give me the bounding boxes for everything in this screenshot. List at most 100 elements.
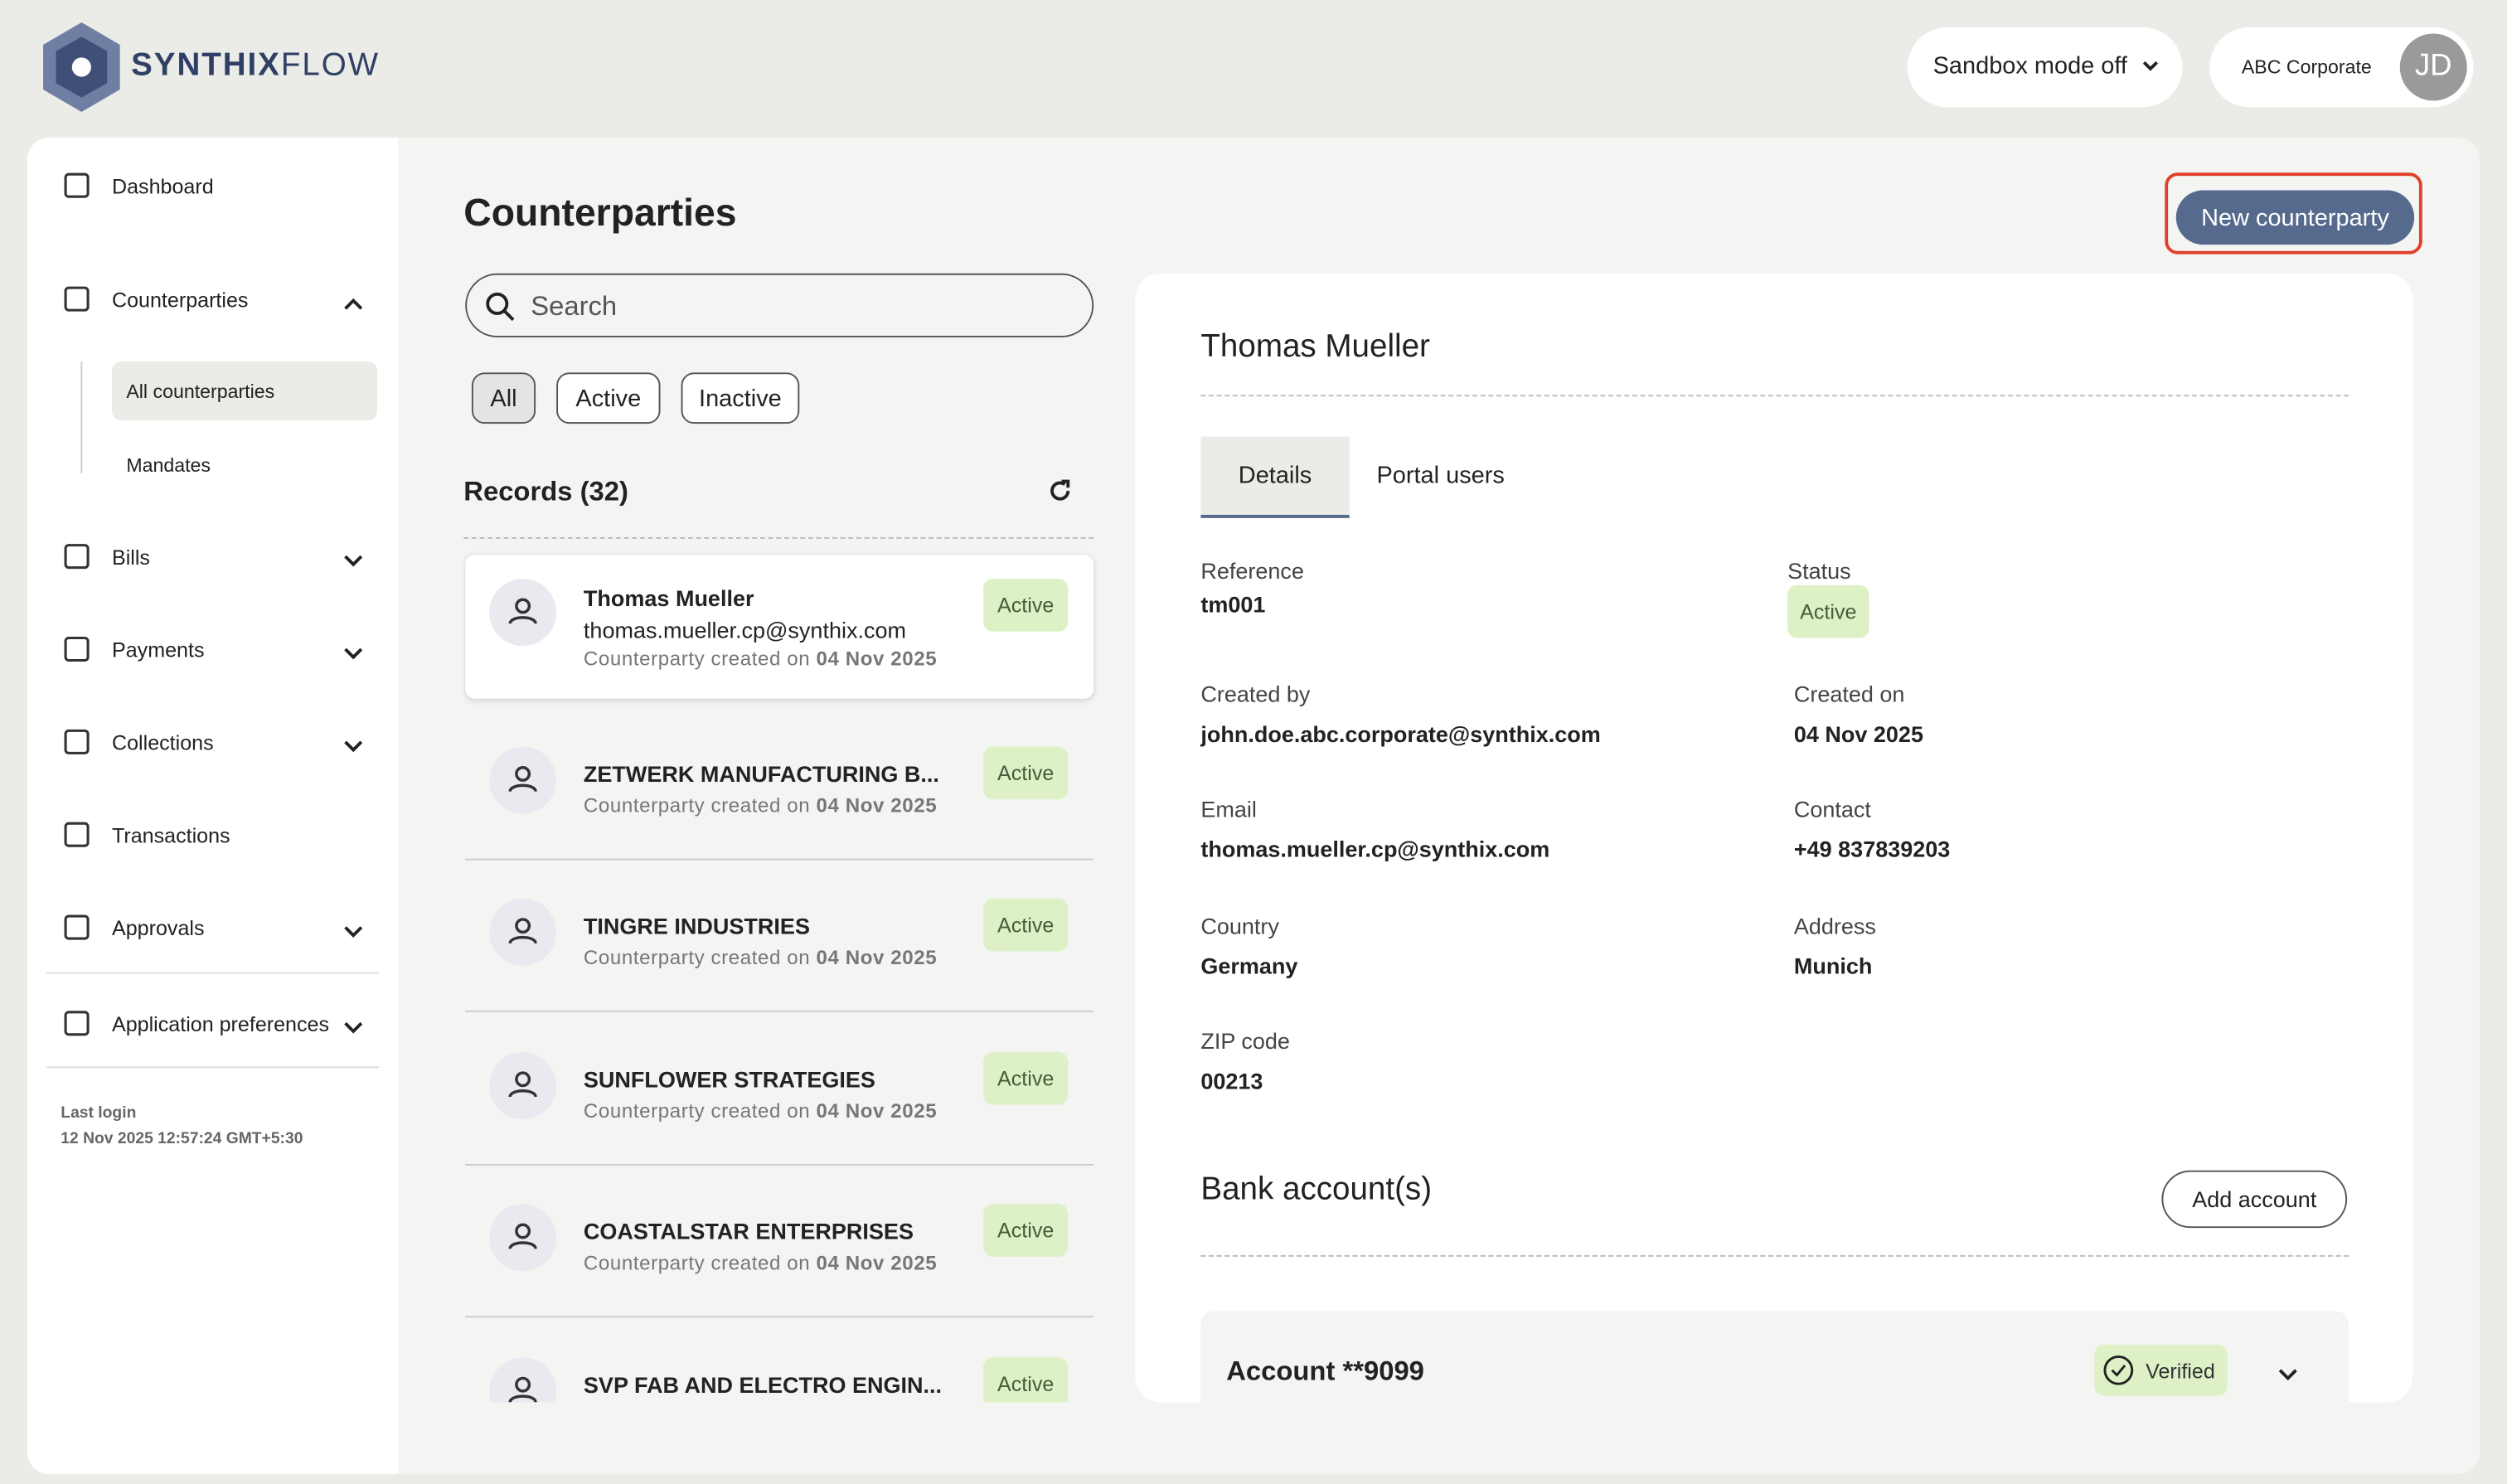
account-card[interactable]: Account **9099 Verified: [1200, 1311, 2349, 1403]
tab-active[interactable]: Details: [1200, 436, 1350, 518]
nav-item[interactable]: Application preferences: [46, 1001, 382, 1045]
nav-icon: [62, 171, 91, 207]
record-name: Thomas Mueller: [583, 584, 754, 611]
record-email: thomas.mueller.cp@synthix.com: [583, 617, 906, 643]
field-value: tm001: [1200, 591, 1266, 618]
record-avatar: [489, 746, 557, 822]
nav-item[interactable]: Bills: [46, 534, 382, 579]
created-date: 04 Nov 2025: [816, 947, 938, 970]
record-card[interactable]: ZETWERK MANUFACTURING B... Counterparty c…: [465, 708, 1094, 861]
check-icon: [2102, 1354, 2135, 1394]
tree-line: [80, 361, 83, 482]
field-value: +49 837839203: [1793, 836, 1951, 862]
field-value: 00213: [1200, 1068, 1263, 1094]
record-avatar: [489, 1356, 557, 1403]
search[interactable]: Search: [465, 273, 1094, 337]
field-label: Reference: [1200, 558, 1304, 584]
status-chip: Active: [983, 579, 1069, 632]
avatar: JD: [2399, 33, 2467, 101]
created-date: 04 Nov 2025: [816, 1099, 938, 1123]
detail-name: Thomas Mueller: [1200, 329, 1430, 365]
chevron: [2277, 1362, 2299, 1391]
nav-item[interactable]: Transactions: [46, 812, 382, 857]
new-counterparty-button[interactable]: New counterparty: [2175, 190, 2415, 245]
nav-label: Collections: [111, 730, 214, 755]
divider: [46, 972, 380, 974]
divider: [1200, 395, 2349, 397]
add-account-button[interactable]: Add account: [2161, 1170, 2348, 1229]
brand-bold: SYNTHIX: [131, 47, 281, 84]
nav-item[interactable]: Counterparties: [46, 277, 382, 322]
refresh-icon[interactable]: [1047, 478, 1073, 504]
nav-icon: [62, 284, 91, 321]
record-name: COASTALSTAR ENTERPRISES: [583, 1218, 914, 1244]
nav-label: Application preferences: [111, 1011, 330, 1036]
field-label: Status: [1787, 558, 1851, 584]
field-value: 04 Nov 2025: [1793, 720, 1923, 747]
org-switcher[interactable]: ABC Corporate JD: [2209, 27, 2474, 108]
record-created: Counterparty created on 04 Nov 2025: [584, 1252, 937, 1274]
logo: [43, 22, 120, 112]
sub-nav-item[interactable]: Mandates: [112, 435, 377, 494]
record-card[interactable]: TINGRE INDUSTRIES Counterparty created on…: [465, 861, 1094, 1013]
record-card[interactable]: SUNFLOWER STRATEGIES Counterparty created…: [465, 1013, 1094, 1166]
sub-nav-label: Mandates: [126, 453, 211, 477]
chevron: [342, 919, 365, 948]
record-created: Counterparty created on 04 Nov 2025: [584, 1099, 937, 1122]
nav-label: Transactions: [111, 823, 230, 848]
record-avatar: [489, 1204, 557, 1280]
chevron: [342, 734, 365, 763]
field-label: ZIP code: [1200, 1028, 1290, 1054]
nav-icon: [62, 635, 91, 672]
filter-chip[interactable]: Inactive: [681, 372, 800, 424]
search-placeholder: Search: [531, 290, 618, 322]
record-card[interactable]: COASTALSTAR ENTERPRISES Counterparty crea…: [465, 1166, 1094, 1318]
nav-icon: [62, 1009, 91, 1045]
nav-item[interactable]: Payments: [46, 627, 382, 672]
divider: [463, 536, 1094, 539]
nav-label: Approvals: [111, 916, 205, 940]
created-date: 04 Nov 2025: [816, 794, 938, 817]
field-label: Created by: [1200, 681, 1311, 707]
nav-label: Counterparties: [111, 288, 249, 313]
created-label: Counterparty created on: [583, 647, 811, 671]
record-created: Counterparty created on 04 Nov 2025: [584, 794, 937, 817]
nav-item[interactable]: Collections: [46, 720, 382, 764]
chevron: [342, 548, 365, 577]
sub-nav-item[interactable]: All counterparties: [111, 361, 378, 421]
nav-icon: [62, 542, 91, 579]
nav-icon: [62, 913, 91, 949]
filter-chip[interactable]: Active: [556, 372, 661, 424]
status-chip: Active: [983, 746, 1069, 800]
field-label: Contact: [1793, 796, 1871, 822]
sandbox-toggle[interactable]: Sandbox mode off: [1907, 27, 2183, 108]
nav-label: Payments: [111, 638, 205, 662]
created-date: 04 Nov 2025: [816, 647, 938, 671]
brand: SYNTHIXFLOW: [131, 48, 380, 85]
record-name: SUNFLOWER STRATEGIES: [583, 1065, 875, 1092]
record-created: Counterparty created on 04 Nov 2025: [584, 647, 937, 670]
record-created: Counterparty created on 04 Nov 2025: [584, 947, 937, 969]
record-card[interactable]: Thomas Mueller thomas.mueller.cp@synthix.…: [465, 555, 1094, 699]
chevron: [2142, 61, 2159, 71]
status-chip: Active: [983, 1051, 1069, 1105]
divider: [1200, 1254, 2349, 1257]
field-label: Address: [1793, 913, 1876, 939]
field-label: Email: [1200, 796, 1257, 822]
record-card[interactable]: SVP FAB AND ELECTRO ENGIN...Counterparty…: [465, 1318, 1093, 1403]
field-label: Country: [1200, 913, 1279, 939]
nav-item[interactable]: Approvals: [46, 905, 382, 950]
divider: [46, 1066, 380, 1069]
filter-chip[interactable]: All: [471, 372, 536, 424]
field-value: john.doe.abc.corporate@synthix.com: [1200, 720, 1601, 747]
field-value: Munich: [1793, 953, 1873, 979]
status-chip: Active: [983, 1356, 1069, 1403]
tab[interactable]: Portal users: [1376, 462, 1505, 490]
record-avatar: [489, 899, 557, 975]
created-label: Counterparty created on: [583, 947, 811, 970]
created-label: Counterparty created on: [583, 1252, 811, 1275]
nav-item[interactable]: Dashboard: [46, 163, 382, 208]
created-label: Counterparty created on: [583, 794, 811, 817]
bank-title: Bank account(s): [1200, 1171, 1433, 1208]
record-name: SVP FAB AND ELECTRO ENGIN...: [583, 1370, 942, 1397]
